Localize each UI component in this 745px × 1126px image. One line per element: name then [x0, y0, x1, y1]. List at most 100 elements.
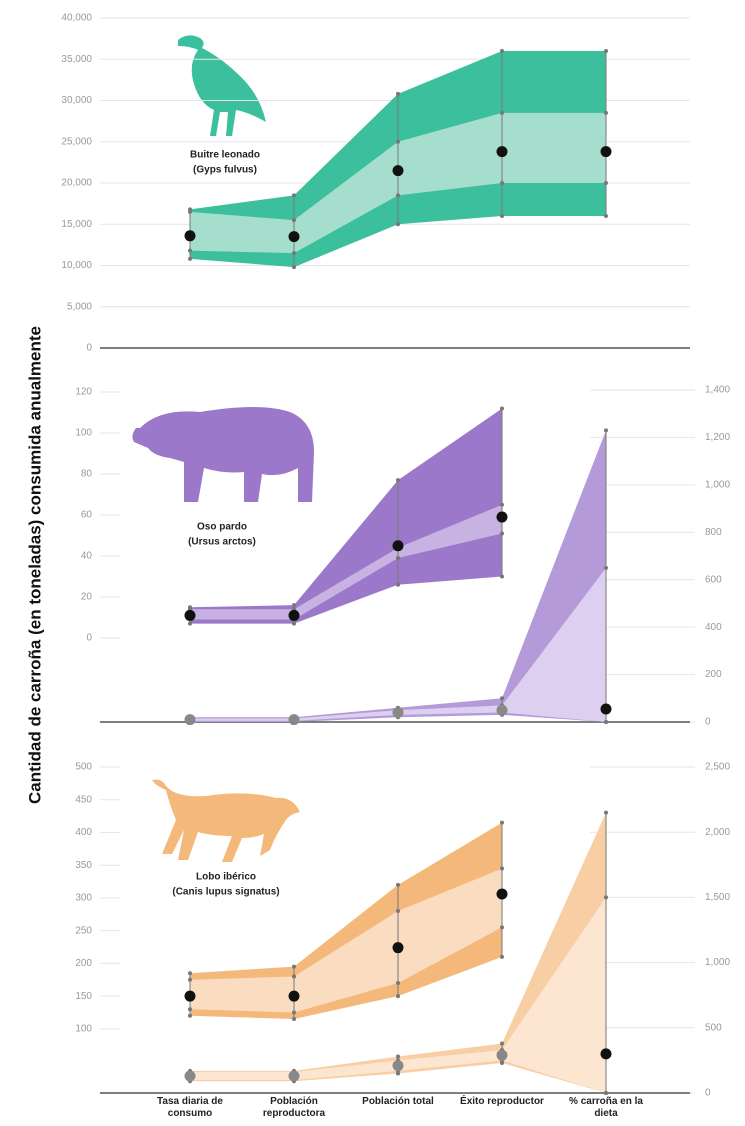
- x-tick-label: Éxito reproductor: [460, 1096, 544, 1107]
- range-dot: [604, 565, 608, 570]
- range-dot: [396, 994, 400, 999]
- range-dot: [396, 222, 400, 227]
- panel-title: Oso pardo: [197, 522, 247, 533]
- range-dot: [500, 574, 504, 579]
- mean-point: [184, 609, 196, 621]
- range-dot: [500, 49, 504, 53]
- range-dot: [188, 248, 192, 253]
- y2-tick-label: 2,500: [705, 762, 730, 773]
- y2-tick-label: 2,000: [705, 827, 730, 838]
- inner-band: [190, 567, 606, 722]
- y-tick-label: 40: [81, 551, 93, 562]
- y2-tick-label: 800: [705, 527, 722, 538]
- y-tick-label: 5,000: [67, 301, 92, 312]
- panel-subtitle: (Ursus arctos): [188, 537, 256, 548]
- y-tick-label: 0: [86, 633, 92, 644]
- mean-point: [184, 714, 196, 726]
- x-tick-label: Tasa diaria de consumo: [157, 1096, 223, 1119]
- mean-point: [288, 990, 300, 1002]
- range-dot: [500, 406, 504, 411]
- y-tick-label: 300: [75, 893, 92, 904]
- vulture-icon: [178, 35, 266, 136]
- range-dot: [188, 1007, 192, 1012]
- range-dot: [292, 621, 296, 626]
- mean-point: [184, 1070, 196, 1082]
- y-tick-label: 350: [75, 860, 92, 871]
- y2-tick-label: 0: [705, 717, 711, 728]
- y-tick-label: 20: [81, 592, 93, 603]
- mean-point: [600, 1048, 612, 1060]
- x-tick-label: Población total: [362, 1096, 434, 1107]
- y-tick-label: 120: [75, 387, 92, 398]
- y-tick-label: 100: [75, 1023, 92, 1034]
- y-tick-label: 30,000: [61, 95, 92, 106]
- outer-band: [190, 822, 502, 1020]
- x-tick-label: % carroña en la dieta: [569, 1096, 643, 1119]
- range-dot: [396, 193, 400, 198]
- range-dot: [396, 91, 400, 96]
- y-tick-label: 40,000: [61, 13, 92, 24]
- range-dot: [188, 256, 192, 261]
- range-dot: [500, 696, 504, 701]
- y2-tick-label: 1,000: [705, 957, 730, 968]
- range-dot: [396, 582, 400, 587]
- range-dot: [604, 720, 608, 724]
- outer-band: [190, 408, 502, 624]
- y-tick-label: 25,000: [61, 136, 92, 147]
- range-dot: [292, 218, 296, 223]
- y-tick-label: 200: [75, 958, 92, 969]
- range-dot: [188, 977, 192, 982]
- y2-tick-label: 0: [705, 1088, 711, 1099]
- range-dot: [500, 531, 504, 536]
- y2-tick-label: 1,500: [705, 892, 730, 903]
- y2-tick-label: 1,000: [705, 479, 730, 490]
- range-dot: [500, 925, 504, 930]
- range-dot: [500, 1041, 504, 1046]
- mean-point: [496, 511, 508, 523]
- y-tick-label: 35,000: [61, 54, 92, 65]
- mean-point: [288, 231, 300, 243]
- range-dot: [500, 954, 504, 959]
- range-dot: [292, 603, 296, 608]
- range-dot: [188, 971, 192, 976]
- y2-tick-label: 500: [705, 1022, 722, 1033]
- y-axis-label: Cantidad de carroña (en toneladas) consu…: [25, 326, 44, 804]
- mean-point: [600, 146, 612, 158]
- mean-point: [392, 1060, 404, 1072]
- mean-point: [496, 704, 508, 716]
- range-dot: [292, 974, 296, 979]
- y-tick-label: 500: [75, 762, 92, 773]
- range-dot: [500, 820, 504, 825]
- y2-tick-label: 200: [705, 669, 722, 680]
- y-tick-label: 150: [75, 991, 92, 1002]
- mean-point: [288, 714, 300, 726]
- mean-point: [496, 888, 508, 900]
- inner-band: [190, 868, 502, 1013]
- range-dot: [500, 214, 504, 218]
- panel-title: Buitre leonado: [190, 150, 260, 161]
- y-tick-label: 250: [75, 925, 92, 936]
- range-dot: [292, 964, 296, 969]
- panel-title: Lobo ibérico: [196, 872, 256, 883]
- y-tick-label: 15,000: [61, 219, 92, 230]
- y-tick-label: 10,000: [61, 260, 92, 271]
- panel-subtitle: (Canis lupus signatus): [172, 887, 279, 898]
- range-dot: [500, 110, 504, 115]
- y-tick-label: 20,000: [61, 178, 92, 189]
- mean-point: [600, 703, 612, 715]
- range-dot: [396, 478, 400, 483]
- y2-tick-label: 1,400: [705, 385, 730, 396]
- y-tick-label: 450: [75, 794, 92, 805]
- mean-point: [496, 1049, 508, 1061]
- range-dot: [500, 866, 504, 871]
- mean-point: [184, 990, 196, 1002]
- range-dot: [188, 621, 192, 626]
- mean-point: [288, 609, 300, 621]
- mean-point: [392, 540, 404, 552]
- mean-point: [288, 1070, 300, 1082]
- range-dot: [396, 981, 400, 986]
- range-dot: [604, 214, 608, 218]
- y2-tick-label: 400: [705, 622, 722, 633]
